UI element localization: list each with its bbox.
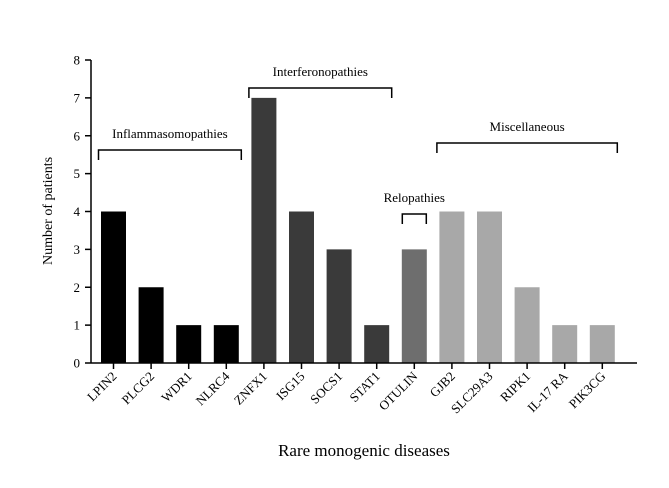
y-tick-label: 4 [74, 204, 81, 219]
bar-pik3cg [589, 325, 615, 363]
x-tick-label: ZNFX1 [231, 369, 270, 408]
group-label-inflammasomopathies: Inflammasomopathies [112, 126, 228, 141]
bracket-miscellaneous [436, 142, 619, 153]
y-tick-label: 0 [74, 356, 81, 371]
x-tick-label: GJB2 [426, 369, 458, 401]
y-tick-label: 6 [74, 128, 81, 143]
x-axis-label: Rare monogenic diseases [278, 441, 450, 460]
x-tick-label: SLC29A3 [448, 369, 496, 417]
x-tick-label: WDR1 [158, 369, 195, 406]
bar-otulin [401, 249, 427, 363]
group-label-relopathies: Relopathies [384, 190, 445, 205]
bar-slc29a3 [477, 211, 502, 363]
bar-gjb2 [439, 211, 465, 363]
bar-plcg2 [138, 287, 164, 363]
bar-il-17-ra [552, 325, 578, 363]
bar-nlrc4 [213, 325, 239, 363]
group-label-miscellaneous: Miscellaneous [490, 119, 565, 134]
x-tick-label: LPIN2 [84, 369, 120, 405]
bar-lpin2 [101, 211, 126, 363]
bars-layer [101, 97, 615, 363]
bar-stat1 [364, 325, 390, 363]
group-brackets-layer: Inflammasomopathies Interferonopathies Rel… [97, 64, 619, 224]
x-tick-label: PLCG2 [119, 369, 158, 408]
x-tick-label: OTULIN [376, 368, 421, 413]
y-tick-label: 7 [74, 90, 81, 105]
y-tick-label: 3 [74, 242, 81, 257]
axes-layer [90, 60, 637, 364]
x-tick-label: SOCS1 [307, 369, 345, 407]
group-label-interferonopathies: Interferonopathies [273, 64, 368, 79]
x-tick-label: NLRC4 [193, 368, 233, 408]
y-axis-label: Number of patients [41, 157, 56, 265]
x-tick-label: PIK3CG [566, 369, 609, 412]
y-ticks-layer: 0 1 2 3 4 5 6 7 8 [74, 53, 91, 371]
y-tick-label: 2 [74, 280, 81, 295]
bar-ripk1 [514, 287, 540, 363]
y-tick-label: 1 [74, 318, 81, 333]
bracket-interferonopathies [248, 87, 393, 98]
x-tick-label: RIPK1 [497, 369, 533, 405]
x-tick-label: IL-17 RA [524, 368, 571, 415]
bar-socs1 [326, 249, 352, 363]
bar-wdr1 [176, 325, 202, 363]
y-tick-label: 8 [74, 53, 81, 68]
x-tick-label: ISG15 [273, 369, 308, 404]
y-tick-label: 5 [74, 166, 81, 181]
bracket-inflammasomopathies [97, 149, 243, 160]
x-tick-label: STAT1 [346, 369, 382, 405]
bar-isg15 [289, 211, 314, 363]
bracket-relopathies [401, 213, 428, 224]
bar-znfx1 [251, 97, 277, 363]
